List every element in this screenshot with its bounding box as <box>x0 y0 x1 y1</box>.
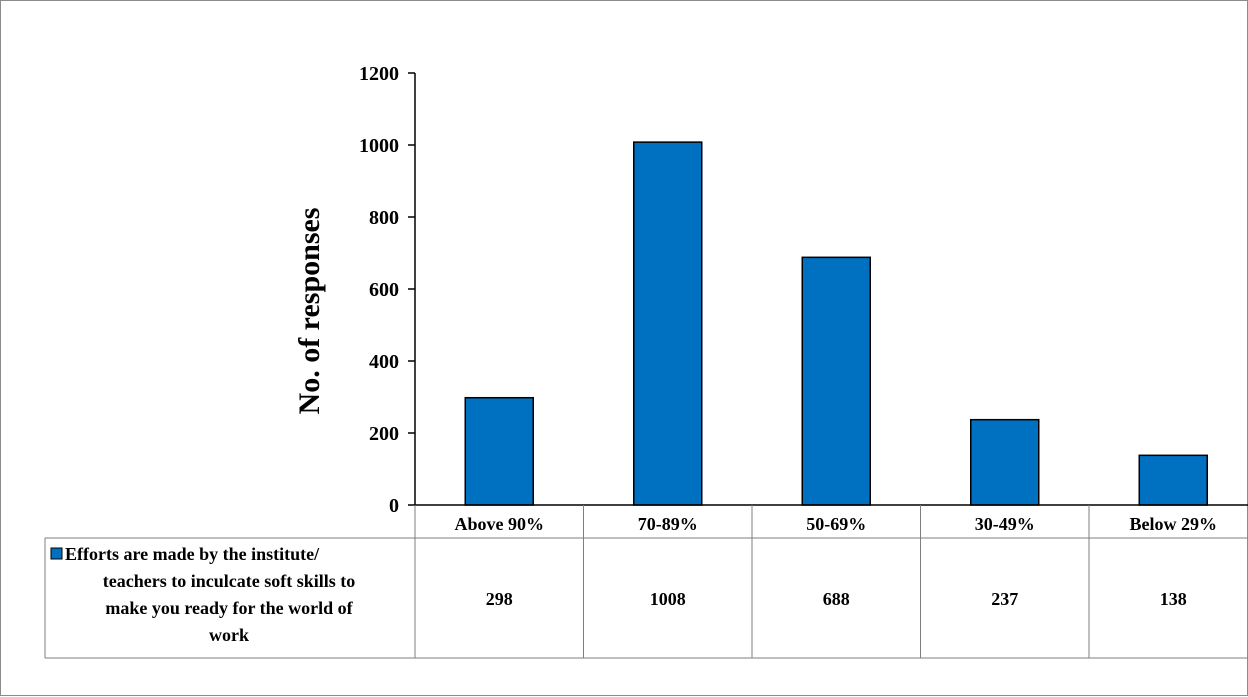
legend-label-line: make you ready for the world of <box>105 598 353 618</box>
table-value: 1008 <box>650 589 686 609</box>
legend-key <box>50 547 63 560</box>
table-value: 237 <box>991 589 1018 609</box>
category-label: Below 29% <box>1130 514 1218 534</box>
bar <box>801 256 871 506</box>
bar <box>1138 454 1208 506</box>
y-tick-label: 800 <box>369 207 399 229</box>
y-axis-title: No. of responses <box>293 208 326 415</box>
y-tick-label: 1200 <box>359 63 399 85</box>
bar <box>633 141 703 506</box>
legend-label-line: Efforts are made by the institute/ <box>65 544 320 564</box>
category-label: 50-69% <box>806 514 866 534</box>
y-tick-label: 400 <box>369 351 399 373</box>
data-table: Above 90% 298 70-89% 1008 50-69% 688 30-49% 237… <box>44 504 1248 659</box>
legend-label-line: work <box>209 625 249 645</box>
category-label: 30-49% <box>975 514 1035 534</box>
table-value: 298 <box>486 589 513 609</box>
table-value: 138 <box>1160 589 1187 609</box>
bar <box>970 418 1040 506</box>
legend-label-line: teachers to inculcate soft skills to <box>103 571 355 591</box>
y-tick-label: 600 <box>369 279 399 301</box>
table-value: 688 <box>823 589 850 609</box>
y-axis: 0 200 400 600 800 1000 1200 <box>359 63 416 517</box>
bar <box>464 396 534 506</box>
category-label: Above 90% <box>455 514 545 534</box>
y-tick-label: 0 <box>389 495 399 517</box>
bars <box>464 141 1208 506</box>
y-tick-label: 1000 <box>359 135 399 157</box>
category-label: 70-89% <box>638 514 698 534</box>
y-tick-label: 200 <box>369 423 399 445</box>
